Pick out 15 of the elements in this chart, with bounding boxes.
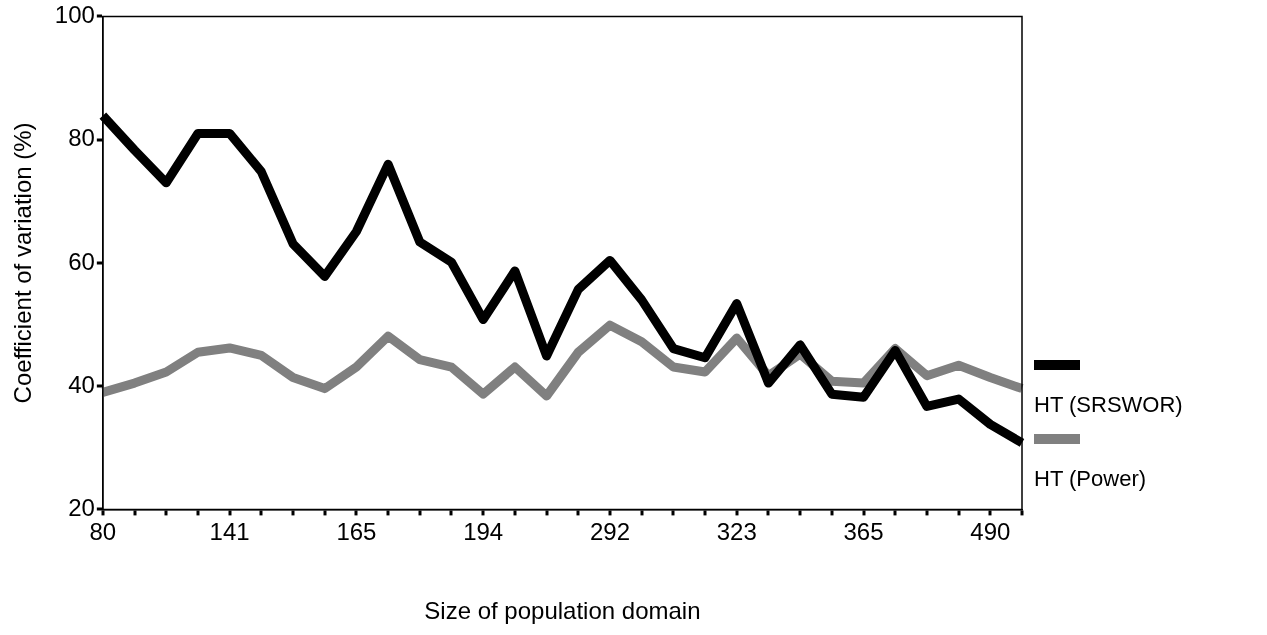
y-tick-label: 100 [54,1,95,29]
x-tick-label: 194 [463,518,504,546]
y-axis-title: Coefficient of variation (%) [9,122,37,404]
x-tick-label: 323 [716,518,757,546]
x-axis-title: Size of population domain [424,597,701,625]
x-tick-label: 141 [209,518,250,546]
x-tick-label: 165 [336,518,377,546]
y-tick-label: 80 [68,124,95,152]
x-tick-label: 490 [970,518,1011,546]
x-tick-label: 292 [589,518,630,546]
y-tick-label: 60 [68,247,95,275]
y-tick-label: 40 [68,370,95,398]
legend-label: HT (Power) [1034,466,1148,492]
x-tick-label: 365 [843,518,884,546]
legend-label: HT (SRSWOR) [1034,392,1183,418]
